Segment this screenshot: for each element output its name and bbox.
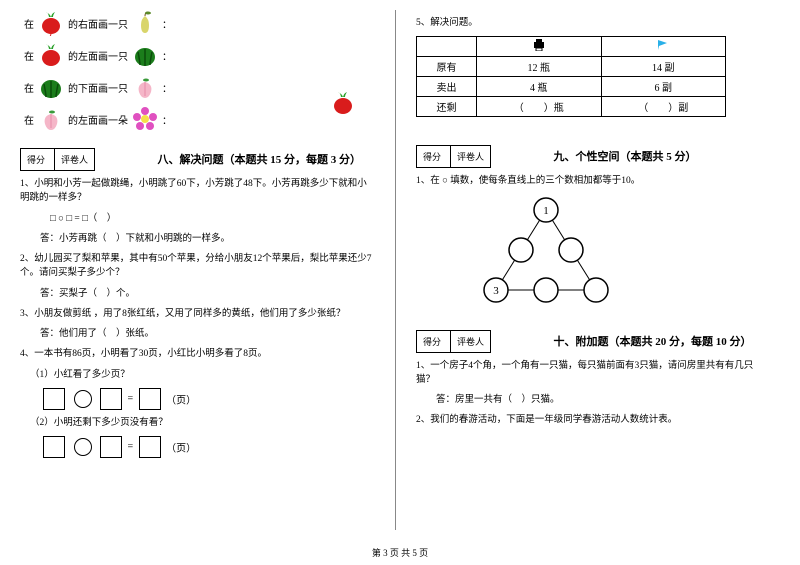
draw-line-1: 在 的右面画一只 ： xyxy=(20,10,375,36)
text: 在 xyxy=(24,112,34,127)
num-box xyxy=(43,436,65,458)
score-box: 得分 评卷人 xyxy=(416,145,491,168)
section-9: 得分 评卷人 九、个性空间（本题共 5 分） 1、在 ○ 填数，使每条直线上的三… xyxy=(416,135,771,307)
num-box xyxy=(100,436,122,458)
text: ： xyxy=(162,80,172,95)
text: 在 xyxy=(24,48,34,63)
equation: □ ○ □ = □（ ） xyxy=(50,212,375,226)
data-table: 原有12 瓶14 副 卖出4 瓶6 副 还剩（ ）瓶（ ）副 xyxy=(416,36,726,117)
table-row xyxy=(417,37,726,57)
question-10-1: 1、一个房子4个角，一个角有一只猫，每只猫前面有3只猫，请问房里共有有几只猫？ xyxy=(416,359,771,388)
text: ： xyxy=(162,112,172,127)
text: 的左面画一朵 xyxy=(68,112,128,127)
radish-icon xyxy=(38,42,64,68)
question-5-title: 5、解决问题。 xyxy=(416,16,771,30)
triangle-diagram: 1 3 xyxy=(476,195,771,308)
answer: 答：房里一共有（ ）只猫。 xyxy=(436,393,771,407)
num-box xyxy=(139,436,161,458)
num-box xyxy=(139,388,161,410)
table-header-icon xyxy=(601,37,726,57)
right-column: 5、解决问题。 原有12 瓶14 副 卖出4 瓶6 副 还剩（ ）瓶（ ）副 得… xyxy=(396,0,791,540)
num-box xyxy=(43,388,65,410)
op-circle xyxy=(74,438,92,456)
radish-icon xyxy=(38,10,64,36)
equation-row: = （页） xyxy=(40,436,375,458)
question-4-1: （1）小红看了多少页？ xyxy=(30,368,375,382)
tri-top: 1 xyxy=(543,205,549,217)
score-box: 得分 评卷人 xyxy=(20,148,95,171)
text: 的右面画一只 xyxy=(68,16,128,31)
section-title: 十、附加题（本题共 20 分，每题 10 分） xyxy=(554,333,752,349)
table-row: 还剩（ ）瓶（ ）副 xyxy=(417,97,726,117)
printer-icon xyxy=(532,39,546,51)
flag-icon xyxy=(656,39,670,51)
section-10: 得分 评卷人 十、附加题（本题共 20 分，每题 10 分） 1、一个房子4个角… xyxy=(416,320,771,428)
grader-label: 评卷人 xyxy=(55,149,94,170)
pear-icon xyxy=(132,10,158,36)
watermelon-icon xyxy=(132,42,158,68)
question-3: 3、小朋友做剪纸 ，用了8张红纸，又用了同样多的黄纸，他们用了多少张纸？ xyxy=(20,307,375,321)
section-title: 八、解决问题（本题共 15 分，每题 3 分） xyxy=(158,151,362,167)
page-footer: 第 3 页 共 5 页 xyxy=(0,546,800,559)
num-box xyxy=(100,388,122,410)
question-4-2: （2）小明还剩下多少页没有看？ xyxy=(30,416,375,430)
equation-row: = （页） xyxy=(40,388,375,410)
score-label: 得分 xyxy=(417,146,451,167)
text: 在 xyxy=(24,16,34,31)
score-box: 得分 评卷人 xyxy=(416,330,491,353)
table-row: 卖出4 瓶6 副 xyxy=(417,77,726,97)
text: 的左面画一只 xyxy=(68,48,128,63)
question-9-1: 1、在 ○ 填数，使每条直线上的三个数相加都等于10。 xyxy=(416,174,771,188)
grader-label: 评卷人 xyxy=(451,146,490,167)
unit: （页） xyxy=(166,444,196,455)
table-row: 原有12 瓶14 副 xyxy=(417,57,726,77)
answer: 答：他们用了（ ）张纸。 xyxy=(40,327,375,341)
unit: （页） xyxy=(166,395,196,406)
flower-icon xyxy=(132,106,158,132)
text: 在 xyxy=(24,80,34,95)
grader-label: 评卷人 xyxy=(451,331,490,352)
score-label: 得分 xyxy=(21,149,55,170)
question-1: 1、小明和小芳一起做跳绳，小明跳了60下，小芳跳了48下。小芳再跳多少下就和小明… xyxy=(20,177,375,206)
text: ： xyxy=(162,48,172,63)
section-title: 九、个性空间（本题共 5 分） xyxy=(554,148,697,164)
answer: 答：小芳再跳（ ）下就和小明跳的一样多。 xyxy=(40,232,375,246)
text: 的下面画一只 xyxy=(68,80,128,95)
peach-icon xyxy=(132,74,158,100)
answer: 答：买梨子（ ）个。 xyxy=(40,287,375,301)
question-2: 2、幼儿园买了梨和苹果，其中有50个苹果，分给小朋友12个苹果后，梨比苹果还少7… xyxy=(20,252,375,281)
text: ： xyxy=(162,16,172,31)
question-10-2: 2、我们的春游活动，下面是一年级同学春游活动人数统计表。 xyxy=(416,413,771,427)
question-4: 4、一本书有86页，小明看了30页，小红比小明多看了8页。 xyxy=(20,347,375,361)
op-circle xyxy=(74,390,92,408)
score-label: 得分 xyxy=(417,331,451,352)
left-column: 在 的右面画一只 ： 在 的左面画一只 ： 在 xyxy=(0,0,395,540)
draw-line-2: 在 的左面画一只 ： xyxy=(20,42,375,68)
section-8: 得分 评卷人 八、解决问题（本题共 15 分，每题 3 分） 1、小明和小芳一起… xyxy=(20,138,375,458)
table-header-icon xyxy=(477,37,602,57)
page: 在 的右面画一只 ： 在 的左面画一只 ： 在 xyxy=(0,0,800,540)
draw-line-3: 在 的下面画一只 ： xyxy=(20,74,375,100)
watermelon-icon xyxy=(38,74,64,100)
peach-icon xyxy=(38,106,64,132)
radish-icon xyxy=(330,90,356,116)
tri-left: 3 xyxy=(493,285,499,297)
draw-line-4: 在 的左面画一朵 ： xyxy=(20,106,375,132)
